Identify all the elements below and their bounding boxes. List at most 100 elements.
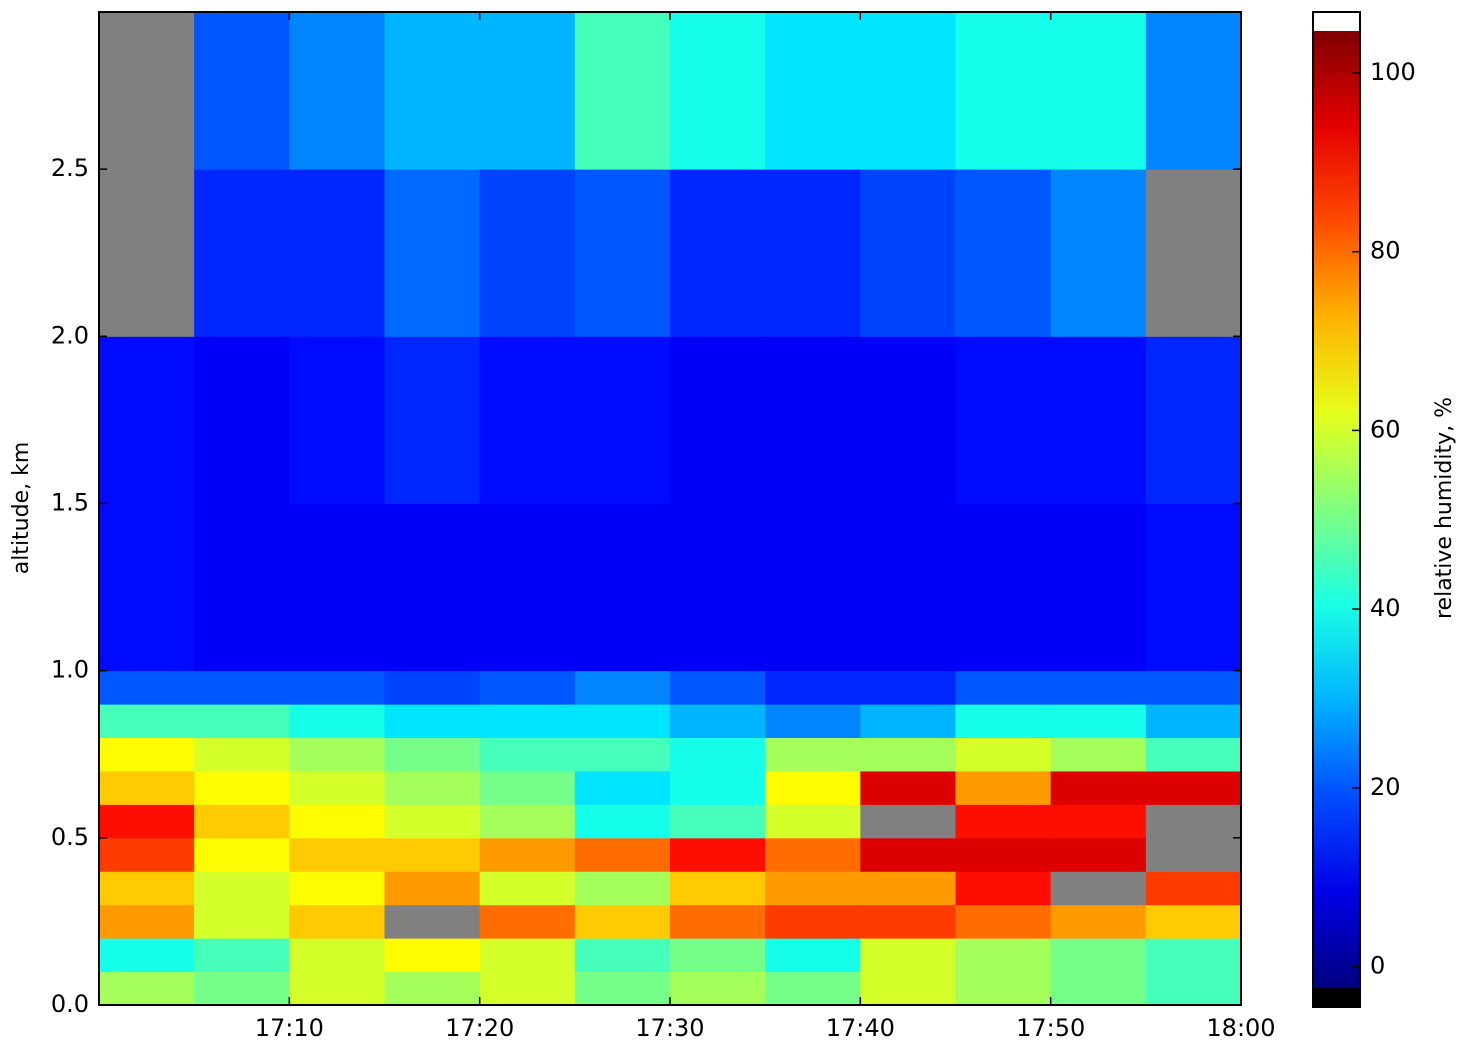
heatmap-cell xyxy=(99,169,195,337)
colorbar-tick-label: 60 xyxy=(1370,415,1401,443)
heatmap-cell xyxy=(955,12,1052,170)
heatmap-cell xyxy=(194,804,290,839)
y-axis-label: altitude, km xyxy=(9,442,34,575)
colorbar-tick-label: 20 xyxy=(1370,773,1401,801)
heatmap-cell xyxy=(289,804,385,839)
heatmap-cell xyxy=(955,770,1052,805)
heatmap-cell xyxy=(860,904,956,939)
heatmap-cell xyxy=(574,938,671,973)
heatmap-cell xyxy=(1050,871,1147,906)
heatmap-cell xyxy=(574,737,671,772)
heatmap-cell xyxy=(1145,871,1242,906)
heatmap-cell xyxy=(99,336,195,504)
heatmap-cell xyxy=(289,837,385,872)
heatmap-cell xyxy=(670,737,766,772)
x-tick-label: 17:20 xyxy=(445,1014,514,1042)
heatmap-cell xyxy=(670,169,766,337)
heatmap-cell xyxy=(860,704,956,739)
heatmap-cell xyxy=(574,336,671,504)
heatmap-cell xyxy=(384,938,481,973)
heatmap-cell xyxy=(955,837,1052,872)
heatmap-cell xyxy=(289,904,385,939)
heatmap-cell xyxy=(955,938,1052,973)
heatmap-cell xyxy=(99,737,195,772)
heatmap-cell xyxy=(1145,12,1242,170)
heatmap-cell xyxy=(99,837,195,872)
heatmap-cell xyxy=(1050,804,1147,839)
heatmap-cell xyxy=(289,503,385,672)
heatmap-cell xyxy=(955,971,1052,1006)
heatmap-cell xyxy=(1050,837,1147,872)
heatmap-cell xyxy=(574,804,671,839)
heatmap-cell xyxy=(194,737,290,772)
heatmap-cell xyxy=(1145,770,1242,805)
heatmap-cell xyxy=(574,971,671,1006)
heatmap-cell xyxy=(479,938,576,973)
y-tick-label: 2.5 xyxy=(51,154,89,182)
heatmap-cell xyxy=(670,12,766,170)
heatmap-cell xyxy=(194,904,290,939)
heatmap-cell xyxy=(384,837,481,872)
heatmap-cell xyxy=(99,12,195,170)
heatmap-cell xyxy=(765,871,861,906)
y-tick-label: 0.0 xyxy=(51,990,89,1018)
heatmap-cell xyxy=(194,503,290,672)
heatmap-cell xyxy=(574,704,671,739)
heatmap-cell xyxy=(765,704,861,739)
heatmap-cell xyxy=(289,12,385,170)
heatmap-cell xyxy=(860,12,956,170)
heatmap-cell xyxy=(955,704,1052,739)
x-tick-label: 17:50 xyxy=(1016,1014,1085,1042)
heatmap-cell xyxy=(860,670,956,705)
colorbar-tick-label: 0 xyxy=(1370,952,1385,980)
heatmap-cell xyxy=(670,837,766,872)
heatmap-cell xyxy=(765,837,861,872)
heatmap-cell xyxy=(670,804,766,839)
heatmap-cell xyxy=(574,837,671,872)
colorbar-under xyxy=(1313,988,1360,1007)
heatmap-cell xyxy=(765,971,861,1006)
heatmap-cell xyxy=(670,871,766,906)
heatmap-cell xyxy=(1145,837,1242,872)
heatmap-cell xyxy=(1050,904,1147,939)
heatmap-cell xyxy=(1145,904,1242,939)
heatmap-cell xyxy=(1050,770,1147,805)
heatmap-cell xyxy=(289,670,385,705)
heatmap-cell xyxy=(384,737,481,772)
heatmap-cell xyxy=(574,904,671,939)
heatmap-cell xyxy=(479,503,576,672)
heatmap-cell xyxy=(194,336,290,504)
heatmap-cell xyxy=(194,770,290,805)
heatmap-cell xyxy=(384,904,481,939)
heatmap-cell xyxy=(670,971,766,1006)
heatmap-cell xyxy=(289,971,385,1006)
heatmap-cell xyxy=(670,704,766,739)
heatmap-cell xyxy=(1050,670,1147,705)
heatmap-cell xyxy=(479,770,576,805)
colorbar-over xyxy=(1313,12,1360,31)
heatmap-cell xyxy=(194,169,290,337)
heatmap-cell xyxy=(194,971,290,1006)
heatmap-cell xyxy=(765,904,861,939)
heatmap-cell xyxy=(99,904,195,939)
heatmap-cell xyxy=(289,938,385,973)
heatmap-cell xyxy=(384,503,481,672)
heatmap-cell xyxy=(860,336,956,504)
heatmap-cell xyxy=(955,871,1052,906)
heatmap xyxy=(99,12,1242,1006)
heatmap-cell xyxy=(1050,938,1147,973)
heatmap-cell xyxy=(1050,169,1147,337)
heatmap-cell xyxy=(99,503,195,672)
heatmap-cell xyxy=(765,336,861,504)
heatmap-cell xyxy=(670,336,766,504)
heatmap-cell xyxy=(194,938,290,973)
heatmap-cell xyxy=(384,804,481,839)
heatmap-cell xyxy=(289,169,385,337)
heatmap-cell xyxy=(860,871,956,906)
heatmap-cell xyxy=(574,12,671,170)
heatmap-cell xyxy=(1145,804,1242,839)
heatmap-cell xyxy=(955,169,1052,337)
x-tick-label: 18:00 xyxy=(1206,1014,1275,1042)
heatmap-cell xyxy=(765,503,861,672)
